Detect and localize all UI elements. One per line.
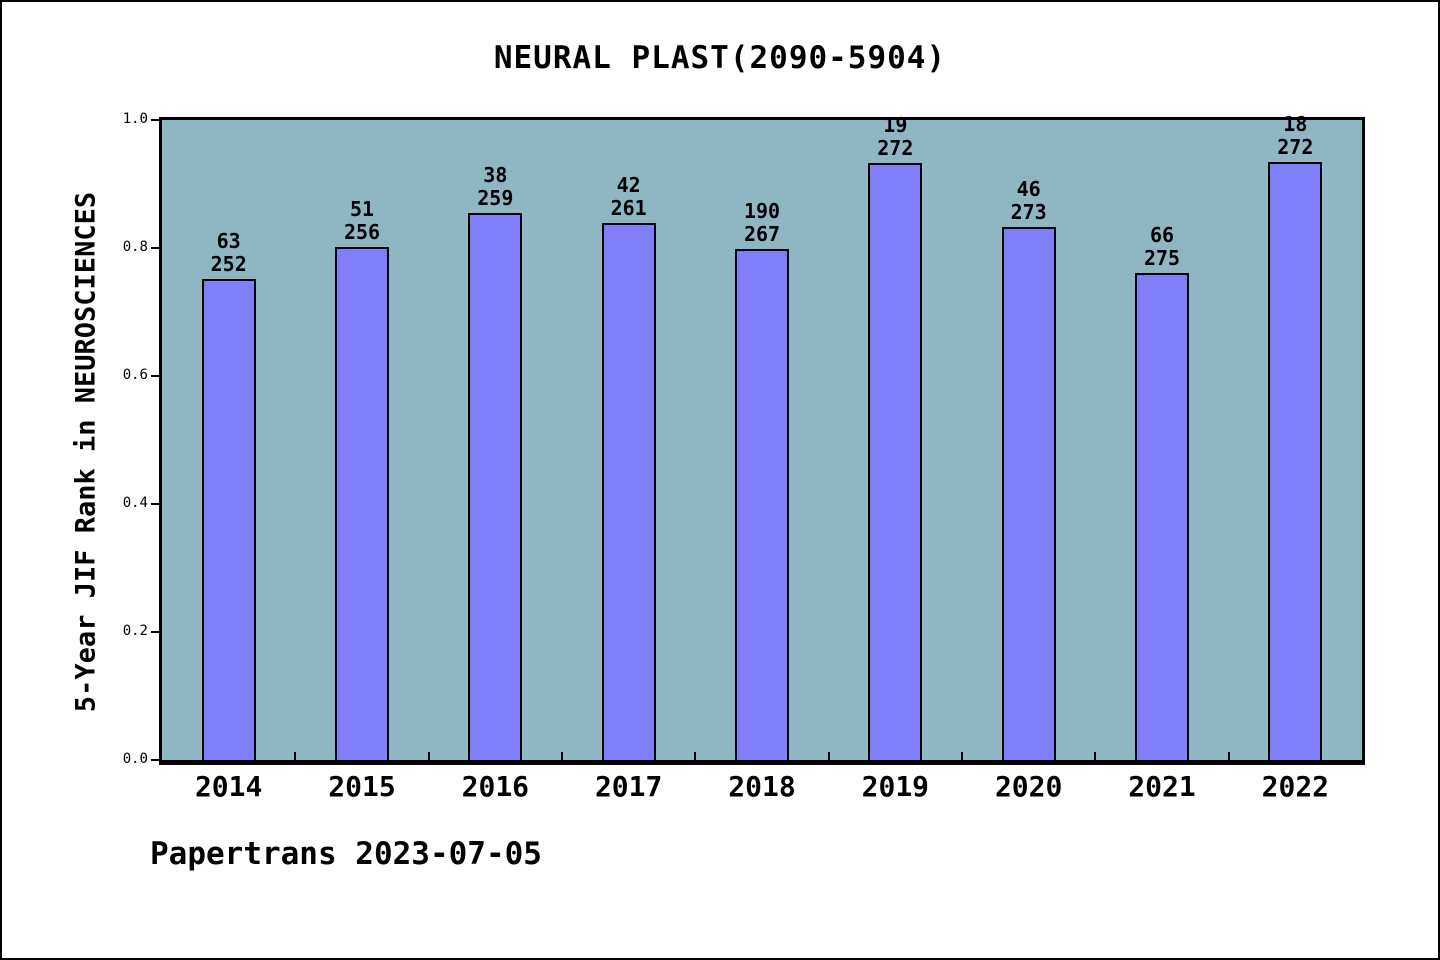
bar-value-label-2018: 190 267 [692,200,832,246]
y-tick-label-1.0: 1.0 [122,111,148,127]
bar-total-value: 259 [477,186,514,210]
bar-rank-value: 38 [483,163,508,187]
y-tick [151,631,160,633]
bar-value-label-2020: 46 273 [959,178,1099,224]
bar-total-value: 267 [743,222,781,246]
bar-value-label-2019: 19 272 [825,114,965,160]
bar-rank-value: 51 [349,197,375,221]
y-tick [151,375,160,377]
bar-total-value: 272 [877,136,914,160]
x-tick-label-2018: 2018 [728,770,796,803]
y-tick [151,503,160,505]
y-tick-label-0.2: 0.2 [122,623,148,639]
bar-2017 [601,223,656,760]
x-tick-label-2019: 2019 [861,770,930,803]
bar-rank-value: 18 [1283,112,1308,136]
bar-2016 [468,213,523,760]
y-tick-label-0.6: 0.6 [122,367,148,383]
bar-2018 [735,249,789,760]
y-tick [151,119,160,121]
bar-value-label-2014: 63 252 [159,230,299,276]
chart-title: NEURAL PLAST(2090-5904) [493,40,947,76]
bar-rank-value: 46 [1016,177,1041,201]
bar-2015 [335,247,389,760]
x-minor-tick [827,752,830,760]
x-tick-label-2015: 2015 [328,770,396,803]
x-minor-tick [294,752,297,760]
y-tick [151,759,160,761]
bar-2019 [868,163,923,760]
x-tick-label-2021: 2021 [1128,770,1196,803]
bar-value-label-2021: 66 275 [1092,224,1232,270]
x-minor-tick [694,752,697,760]
plot-area: 63 252 2014 51 256 2015 38 259 2016 42 261 2017 190 2… [123,111,1365,803]
bar-total-value: 261 [610,196,647,220]
bar-2014 [201,279,256,760]
bar-value-label-2015: 51 256 [292,198,432,244]
x-tick-label-2020: 2020 [994,770,1063,803]
bar-total-value: 252 [210,252,247,276]
bar-value-label-2016: 38 259 [425,164,565,210]
y-tick-label-0.4: 0.4 [122,495,148,511]
bar-total-value: 256 [343,220,381,244]
x-minor-tick [1094,752,1097,760]
x-minor-tick [961,752,963,760]
x-tick-label-2022: 2022 [1261,770,1330,803]
bar-2022 [1268,162,1323,760]
bar-value-label-2017: 42 261 [559,174,699,220]
bar-total-value: 275 [1143,246,1181,270]
x-minor-tick [561,752,563,760]
bar-rank-value: 66 [1149,223,1175,247]
bar-rank-value: 63 [216,229,241,253]
y-tick-label-0.8: 0.8 [122,239,148,255]
x-tick-label-2016: 2016 [461,770,530,803]
x-minor-tick [1227,752,1230,760]
bar-2020 [1001,227,1056,760]
bar-total-value: 272 [1277,135,1314,159]
bar-2021 [1135,273,1189,760]
bar-rank-value: 190 [743,199,781,223]
bar-total-value: 273 [1010,200,1047,224]
bar-value-label-2022: 18 272 [1225,113,1365,159]
footer-watermark: Papertrans 2023-07-05 [150,836,542,872]
bar-rank-value: 42 [616,173,641,197]
y-tick [151,247,160,249]
x-minor-tick [427,752,430,760]
x-tick-label-2014: 2014 [194,770,263,803]
bar-rank-value: 19 [883,113,908,137]
y-tick-label-0.0: 0.0 [122,751,148,767]
x-tick-label-2017: 2017 [594,770,663,803]
